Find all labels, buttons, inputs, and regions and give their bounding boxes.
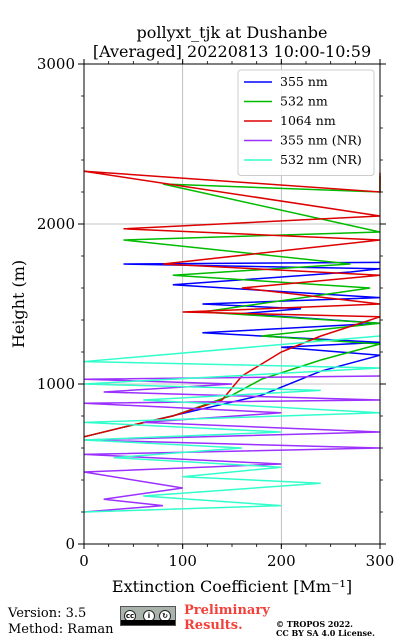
- y-tick-label: 1000: [37, 375, 75, 393]
- y-tick-label: 2000: [37, 215, 75, 233]
- legend-label: 532 nm (NR): [280, 152, 362, 167]
- x-tick-label: 100: [168, 552, 197, 570]
- footer-info: Version: 3.5 Method: Raman: [8, 606, 114, 638]
- series-line-5: [83, 335, 381, 513]
- y-tick-label: 0: [65, 535, 75, 553]
- series-line-2: [83, 176, 381, 438]
- x-tick-label: 200: [267, 552, 296, 570]
- preliminary-line-1: Preliminary: [184, 603, 270, 618]
- chart-title: pollyxt_tjk at Dushanbe: [136, 23, 327, 42]
- legend-box: [237, 69, 375, 176]
- preliminary-line-2: Results.: [184, 618, 243, 633]
- legend-label: 1064 nm: [280, 113, 336, 128]
- version-text: Version: 3.5: [8, 606, 87, 621]
- copyright-line-2: CC BY SA 4.0 License.: [276, 628, 375, 638]
- x-axis-label: Extinction Coefficient [Mm⁻¹]: [112, 577, 352, 596]
- copyright-notice: © TROPOS 2022. CC BY SA 4.0 License.: [276, 620, 375, 638]
- copyright-line-1: © TROPOS 2022.: [276, 619, 353, 629]
- legend-label: 355 nm: [280, 74, 328, 89]
- x-tick-label: 300: [366, 552, 395, 570]
- legend: 355 nm 532 nm 1064 nm 355 nm (NR) 532 nm (NR…: [237, 69, 375, 176]
- series-line-3: [83, 170, 381, 438]
- y-tick-label: 3000: [37, 55, 75, 73]
- cc-by-sa-badge: cc i ↻: [120, 606, 176, 626]
- series-layer: [83, 170, 381, 513]
- chart-subtitle: [Averaged] 20220813 10:00-10:59: [93, 42, 371, 61]
- x-tick-label: 0: [79, 552, 89, 570]
- series-line-4: [83, 375, 381, 513]
- method-text: Method: Raman: [8, 622, 114, 637]
- y-axis-label: Height (m): [9, 260, 28, 348]
- legend-label: 532 nm: [280, 94, 328, 109]
- legend-label: 355 nm (NR): [280, 133, 362, 148]
- preliminary-notice: Preliminary Results.: [184, 603, 270, 633]
